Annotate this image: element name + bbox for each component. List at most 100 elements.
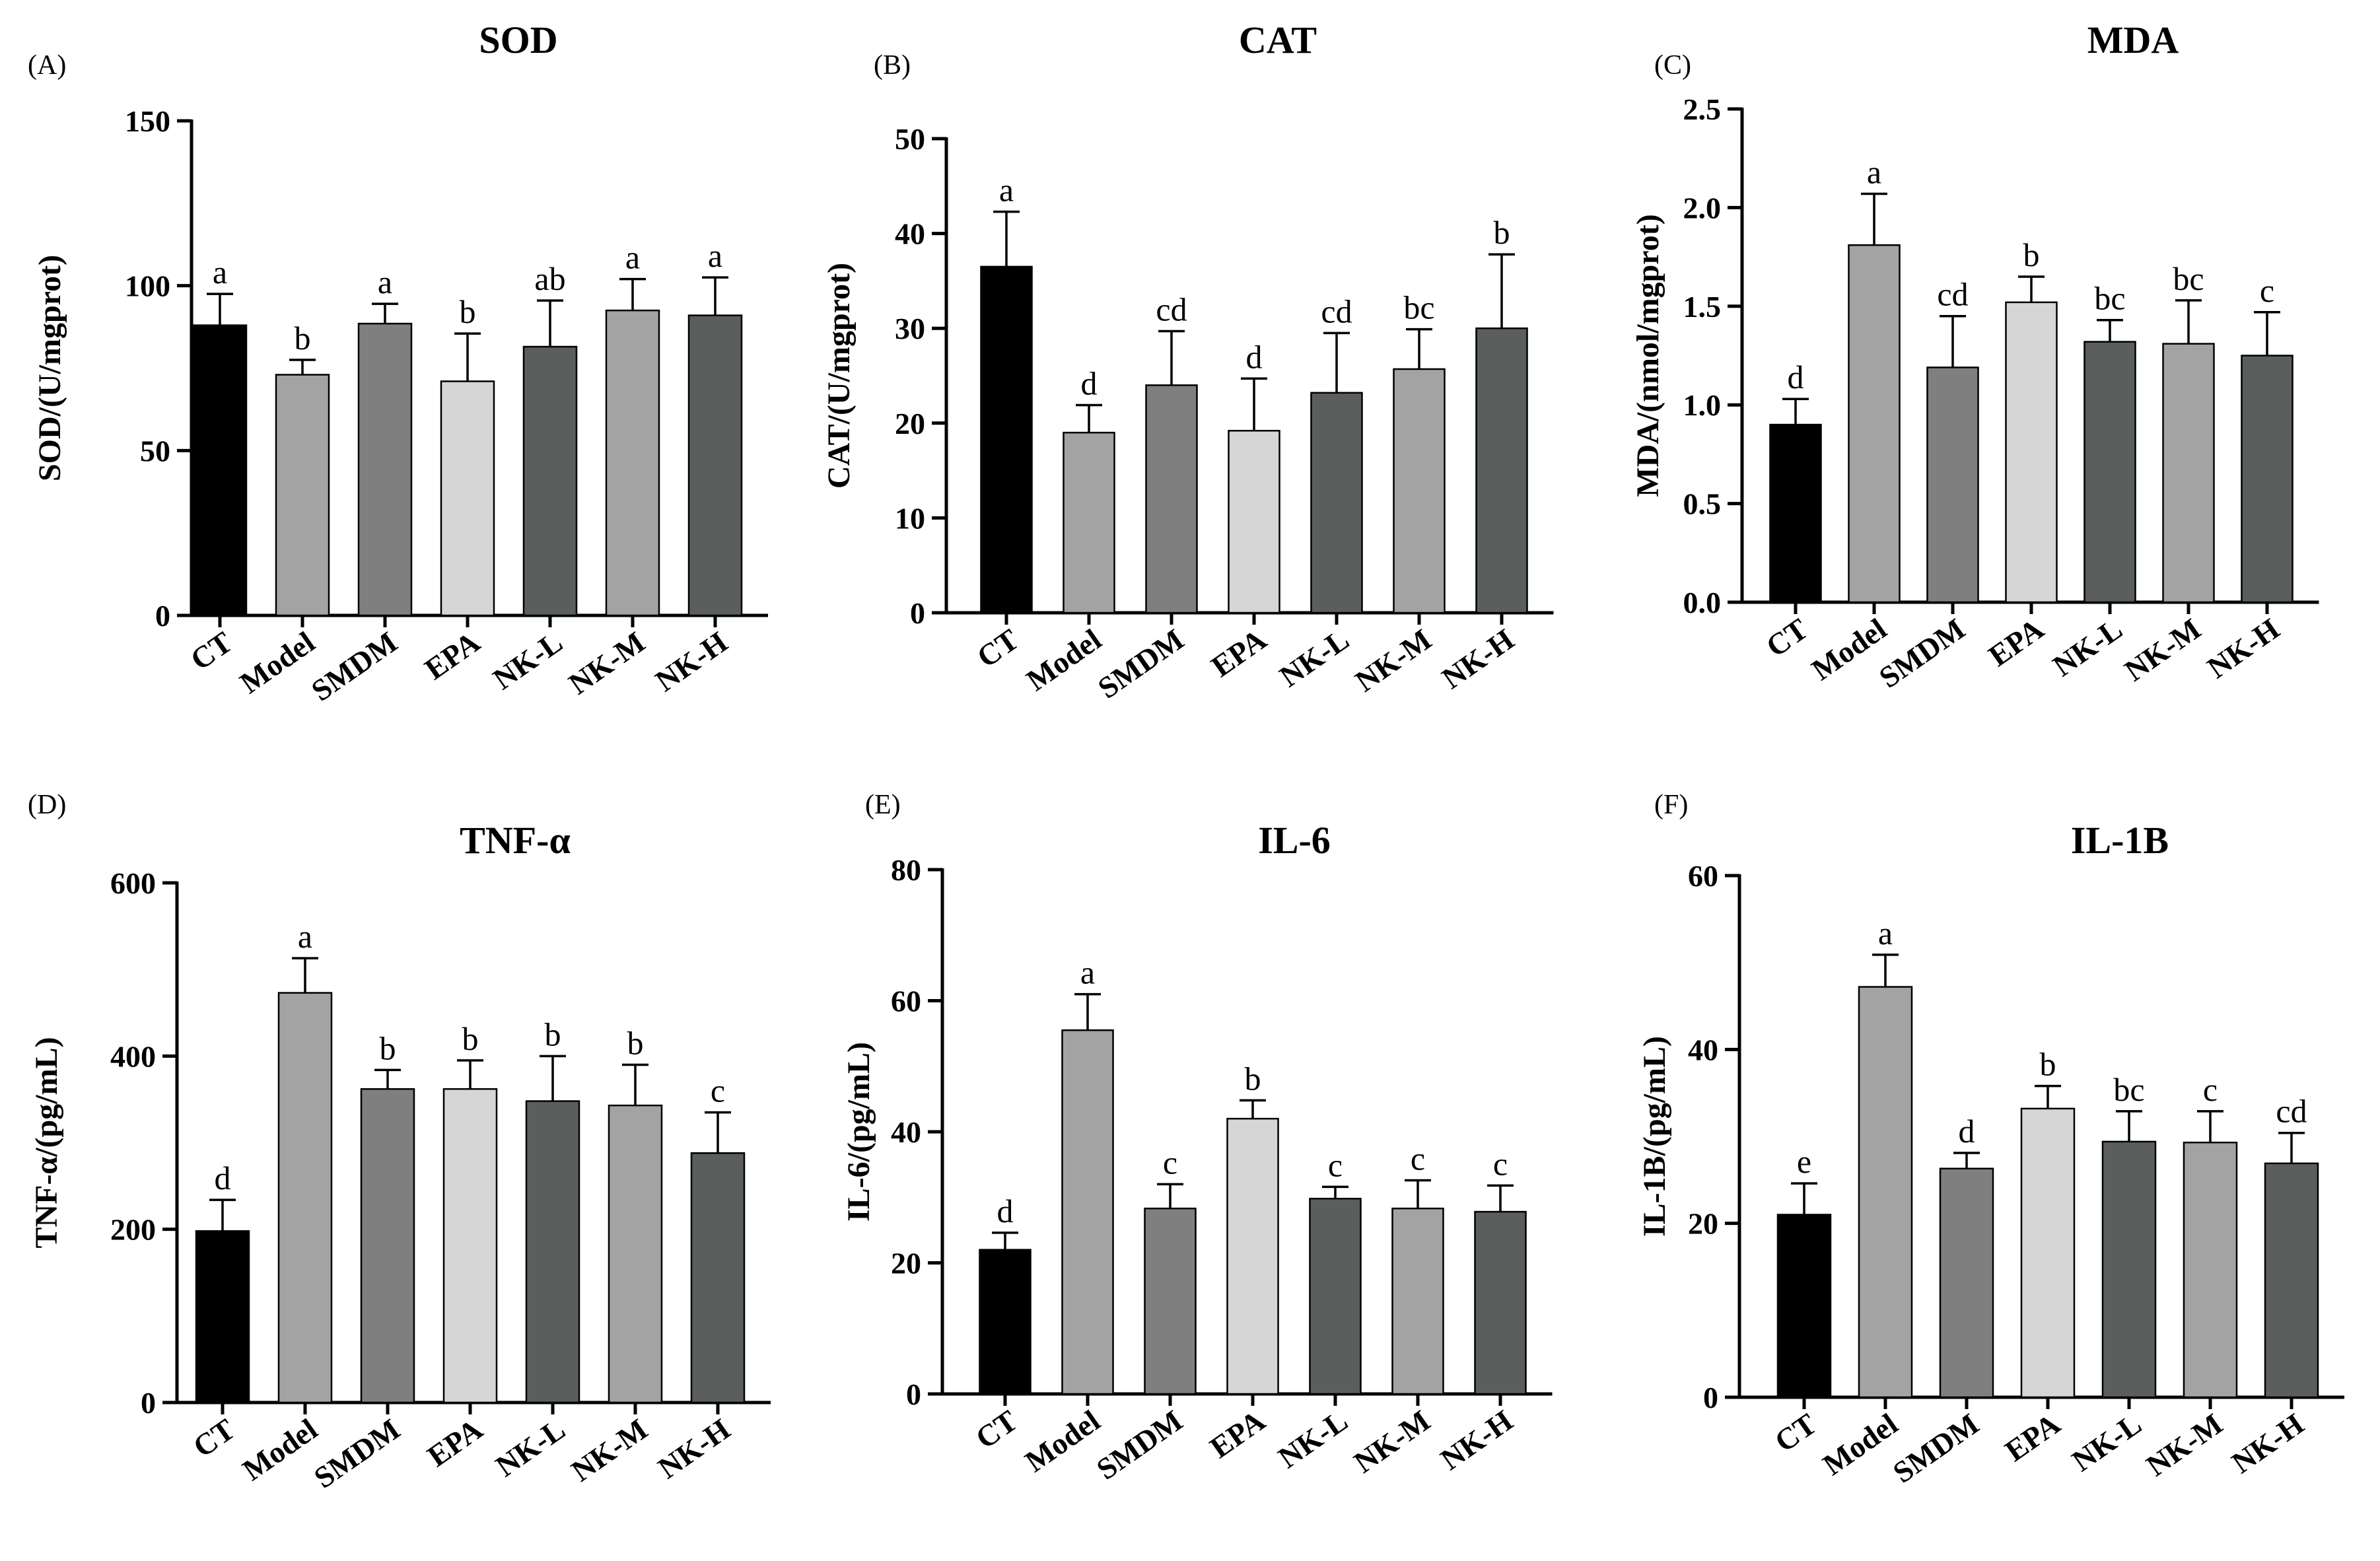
y-tick-label: 0 bbox=[910, 596, 925, 630]
chart-title: IL-6 bbox=[1258, 819, 1331, 862]
y-tick-label: 150 bbox=[125, 104, 170, 138]
significance-letter: c bbox=[711, 1072, 725, 1109]
x-tick-label: NK-L bbox=[2047, 611, 2128, 683]
significance-letter: a bbox=[213, 254, 227, 291]
x-tick-label: SMDM bbox=[1090, 1403, 1189, 1486]
bar-nk-m bbox=[1391, 1207, 1444, 1395]
y-tick-label: 0 bbox=[1703, 1381, 1718, 1414]
x-tick-label: Model bbox=[1020, 622, 1107, 697]
y-tick-label: 30 bbox=[895, 312, 925, 345]
x-tick-label: Model bbox=[1817, 1406, 1904, 1482]
bar-nk-h bbox=[1474, 1210, 1527, 1395]
x-tick-label: NK-L bbox=[2066, 1406, 2147, 1478]
x-tick-label: Model bbox=[234, 625, 321, 700]
x-tick-label: EPA bbox=[1982, 611, 2050, 673]
significance-letter: c bbox=[1493, 1145, 1508, 1182]
y-tick-label: 50 bbox=[895, 122, 925, 156]
y-tick-label: 60 bbox=[891, 985, 921, 1018]
y-tick-label: 50 bbox=[140, 434, 170, 468]
x-tick-label: NK-H bbox=[649, 625, 734, 698]
x-tick-label: NK-H bbox=[2225, 1406, 2310, 1480]
x-tick-label: EPA bbox=[1204, 1403, 1271, 1465]
x-tick-label: CT bbox=[971, 622, 1025, 674]
x-tick-label: NK-H bbox=[2201, 611, 2286, 685]
bar-nk-l bbox=[525, 1100, 580, 1404]
panel-label: (F) bbox=[1654, 790, 1688, 820]
x-tick-label: NK-L bbox=[489, 1412, 571, 1483]
x-tick-label: SMDM bbox=[1873, 611, 1971, 694]
chart-title: MDA bbox=[2087, 18, 2179, 61]
significance-letter: b bbox=[2023, 236, 2040, 273]
chart-il-6: IL-6 (E) IL-6/(pg/mL) 0 20 40 60 80 d CT a Model c SM… bbox=[841, 790, 1553, 1486]
x-tick-label: NK-L bbox=[1273, 622, 1354, 693]
significance-letter: a bbox=[708, 237, 722, 274]
bar-nk-h bbox=[2264, 1162, 2319, 1399]
significance-letter: b bbox=[1245, 1060, 1261, 1097]
bar-smdm bbox=[1939, 1167, 1994, 1399]
bar-nk-h bbox=[1475, 327, 1528, 614]
y-tick-label: 20 bbox=[1688, 1207, 1718, 1241]
x-tick-label: SMDM bbox=[1887, 1406, 1985, 1489]
panel-label: (C) bbox=[1654, 50, 1691, 81]
x-tick-label: CT bbox=[187, 1412, 241, 1463]
chart-title: TNF-α bbox=[460, 819, 571, 862]
y-tick-label: 1.5 bbox=[1683, 290, 1722, 324]
significance-letter: b bbox=[295, 320, 311, 357]
significance-letter: c bbox=[2203, 1071, 2218, 1108]
panel-label: (E) bbox=[865, 790, 901, 820]
bar-epa bbox=[1226, 1117, 1279, 1395]
bar-smdm bbox=[1144, 1207, 1197, 1395]
significance-letter: a bbox=[1867, 153, 1881, 190]
significance-letter: cd bbox=[1937, 276, 1968, 313]
y-axis-label: CAT/(U/mgprot) bbox=[822, 263, 857, 489]
bar-nk-h bbox=[687, 314, 743, 617]
significance-letter: bc bbox=[2094, 280, 2125, 317]
x-tick-label: NK-H bbox=[1434, 1403, 1519, 1476]
significance-letter: cd bbox=[2276, 1093, 2307, 1130]
y-tick-label: 0 bbox=[141, 1386, 156, 1420]
significance-letter: bc bbox=[2113, 1071, 2144, 1108]
panel-label: (A) bbox=[28, 50, 66, 81]
significance-letter: c bbox=[1411, 1140, 1425, 1177]
bar-nk-m bbox=[605, 309, 660, 617]
significance-letter: a bbox=[298, 918, 312, 955]
chart-title: SOD bbox=[479, 18, 557, 61]
x-tick-label: EPA bbox=[421, 1412, 489, 1473]
bar-ct bbox=[979, 1249, 1032, 1395]
y-tick-label: 40 bbox=[1688, 1033, 1718, 1066]
significance-letter: ab bbox=[534, 260, 565, 297]
x-tick-label: NK-L bbox=[1272, 1403, 1353, 1474]
x-tick-label: NK-M bbox=[2118, 611, 2207, 687]
chart-sod: SOD (A) SOD/(U/mgprot) 0 50 100 150 a CT b Model a S… bbox=[28, 18, 768, 708]
y-tick-label: 0 bbox=[155, 599, 170, 633]
bar-nk-l bbox=[1310, 392, 1363, 614]
y-tick-label: 10 bbox=[895, 501, 925, 535]
bar-ct bbox=[1769, 423, 1822, 604]
bar-model bbox=[1858, 986, 1913, 1399]
significance-letter: a bbox=[378, 263, 392, 300]
x-tick-label: SMDM bbox=[308, 1412, 406, 1494]
x-tick-label: CT bbox=[1760, 611, 1814, 663]
x-tick-label: CT bbox=[184, 625, 238, 676]
chart-tnf-alpha: TNF-α (D) TNF-α/(pg/mL) 0 200 400 600 d CT a Model… bbox=[28, 790, 771, 1495]
significance-letter: a bbox=[999, 172, 1014, 209]
y-axis-label: TNF-α/(pg/mL) bbox=[29, 1037, 64, 1248]
significance-letter: bc bbox=[2173, 260, 2204, 297]
chart-cat: CAT (B) CAT/(U/mgprot) 0 10 20 30 40 50 a CT d Model… bbox=[822, 18, 1554, 705]
y-axis-label: IL-1B/(pg/mL) bbox=[1637, 1036, 1672, 1237]
significance-letter: d bbox=[997, 1193, 1014, 1230]
chart-title: IL-1B bbox=[2071, 819, 2169, 862]
x-tick-label: NK-M bbox=[2140, 1406, 2229, 1482]
x-tick-label: NK-H bbox=[1436, 622, 1520, 695]
y-tick-label: 20 bbox=[891, 1247, 921, 1280]
significance-letter: cd bbox=[1321, 293, 1352, 330]
bar-model bbox=[1061, 1029, 1114, 1395]
significance-letter: b bbox=[380, 1029, 396, 1066]
significance-letter: b bbox=[545, 1016, 561, 1053]
bar-smdm bbox=[1926, 366, 1979, 604]
significance-letter: d bbox=[1246, 338, 1263, 375]
bar-smdm bbox=[360, 1088, 415, 1404]
significance-letter: a bbox=[1080, 954, 1095, 991]
significance-letter: a bbox=[625, 239, 640, 276]
x-tick-label: NK-H bbox=[652, 1412, 736, 1485]
